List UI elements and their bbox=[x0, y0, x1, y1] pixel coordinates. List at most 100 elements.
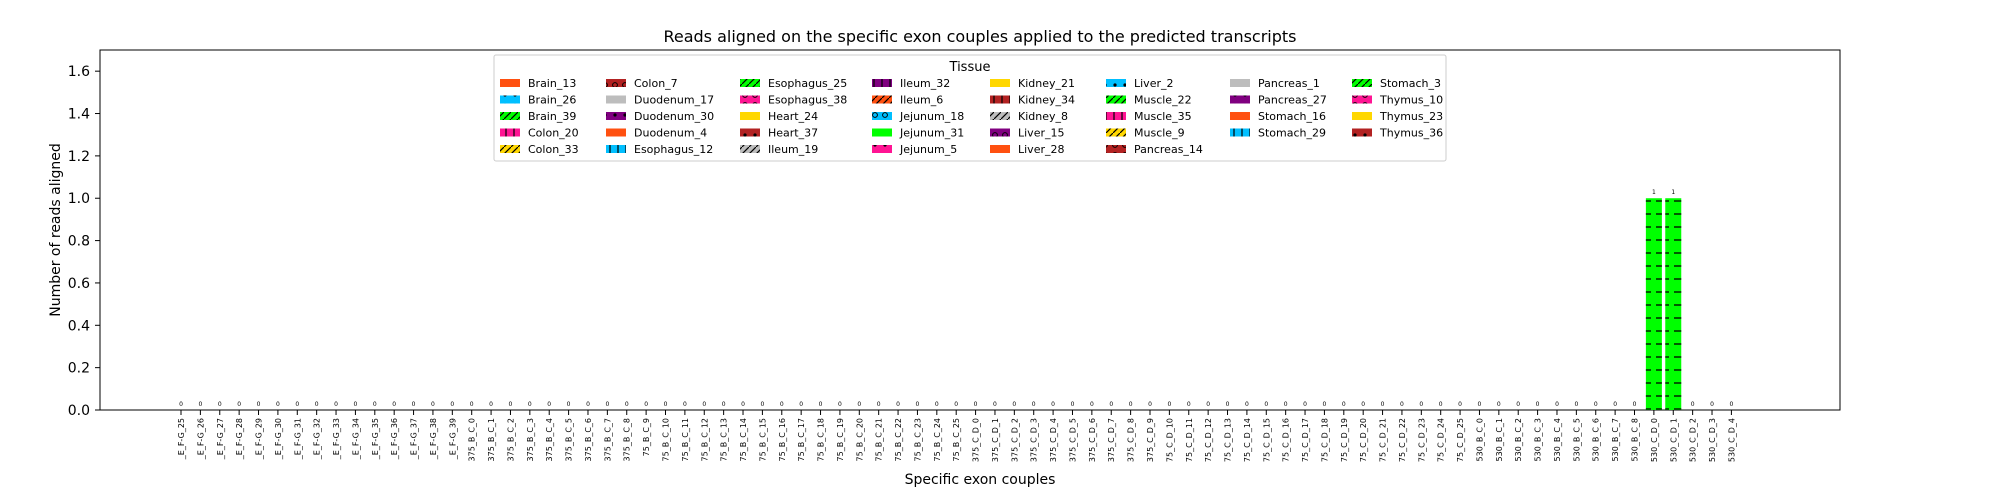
data-label: 0 bbox=[237, 401, 241, 408]
legend-label: Liver_15 bbox=[1018, 127, 1064, 140]
x-tick-label: 75_B_C_22 bbox=[894, 418, 903, 461]
x-tick-label: _E_F-G_38 bbox=[429, 418, 438, 460]
data-label: 0 bbox=[1691, 401, 1695, 408]
legend-label: Stomach_29 bbox=[1258, 127, 1326, 140]
x-tick-label: 530_B_C_1 bbox=[1495, 418, 1504, 461]
legend-item: Ileum_19 bbox=[740, 143, 818, 156]
legend-label: Jejunum_18 bbox=[899, 110, 964, 123]
data-label: 0 bbox=[1458, 401, 1462, 408]
legend-swatch-hatch bbox=[740, 128, 760, 137]
x-tick-label: _E_F-G_39 bbox=[448, 418, 457, 460]
legend-swatch bbox=[606, 128, 626, 137]
x-tick-label: _E_F-G_33 bbox=[332, 418, 341, 460]
legend-label: Stomach_3 bbox=[1380, 77, 1441, 90]
data-label: 0 bbox=[1439, 401, 1443, 408]
data-label: 0 bbox=[799, 401, 803, 408]
data-label: 0 bbox=[954, 401, 958, 408]
legend-swatch-hatch bbox=[1106, 145, 1126, 153]
legend-item: Liver_15 bbox=[990, 127, 1064, 140]
legend-label: Jejunum_5 bbox=[899, 143, 957, 156]
legend-item: Duodenum_4 bbox=[606, 127, 707, 140]
x-tick-label: 530_B_C_2 bbox=[1514, 418, 1523, 461]
legend-label: Pancreas_27 bbox=[1258, 94, 1327, 107]
legend-swatch-hatch bbox=[606, 112, 626, 120]
x-tick-label: 75_C_D_14 bbox=[1243, 418, 1252, 462]
legend-label: Duodenum_17 bbox=[634, 94, 714, 107]
legend-swatch-hatch bbox=[740, 145, 760, 153]
data-label: 0 bbox=[528, 401, 532, 408]
data-label: 0 bbox=[1381, 401, 1385, 408]
data-label: 0 bbox=[625, 401, 629, 408]
data-label: 0 bbox=[974, 401, 978, 408]
legend-swatch-hatch bbox=[1352, 95, 1372, 104]
data-label: 0 bbox=[334, 401, 338, 408]
data-label: 0 bbox=[760, 401, 764, 408]
legend-label: Kidney_34 bbox=[1018, 94, 1075, 107]
legend-item: Pancreas_27 bbox=[1230, 94, 1327, 107]
x-tick-label: 75_B_C_25 bbox=[952, 418, 961, 461]
x-tick-label: 375_C_D_6 bbox=[1088, 418, 1097, 462]
x-tick-label: _E_F-G_25 bbox=[177, 418, 186, 460]
data-label: 0 bbox=[1206, 401, 1210, 408]
x-tick-label: _E_F-G_32 bbox=[313, 418, 322, 460]
data-label: 0 bbox=[722, 401, 726, 408]
legend-swatch-hatch bbox=[872, 145, 892, 153]
x-tick-label: 75_B_C_9 bbox=[642, 418, 651, 456]
x-tick-label: 75_B_C_11 bbox=[681, 418, 690, 461]
x-tick-label: 375_B_C_1 bbox=[487, 418, 496, 461]
legend-label: Muscle_9 bbox=[1134, 127, 1185, 140]
data-label: 0 bbox=[1090, 401, 1094, 408]
legend-label: Heart_37 bbox=[768, 127, 818, 140]
legend-label: Esophagus_12 bbox=[634, 143, 713, 156]
legend-item: Heart_37 bbox=[740, 127, 818, 140]
x-tick-label: 375_C_D_4 bbox=[1049, 418, 1058, 462]
data-label: 0 bbox=[586, 401, 590, 408]
x-tick-label: 375_B_C_8 bbox=[623, 418, 632, 461]
x-tick-label: 375_C_D_3 bbox=[1030, 418, 1039, 462]
legend-swatch bbox=[1352, 112, 1372, 120]
data-label: 0 bbox=[916, 401, 920, 408]
x-tick-label: 75_C_D_15 bbox=[1262, 418, 1271, 462]
data-label: 0 bbox=[1148, 401, 1152, 408]
x-tick-label: 75_C_D_21 bbox=[1379, 418, 1388, 462]
data-label: 0 bbox=[373, 401, 377, 408]
data-label: 0 bbox=[644, 401, 648, 408]
legend-item: Heart_24 bbox=[740, 110, 818, 123]
legend-frame bbox=[493, 54, 1447, 162]
legend-title: Tissue bbox=[949, 60, 991, 75]
x-tick-label: 530_B_C_7 bbox=[1611, 418, 1620, 461]
data-label: 0 bbox=[1516, 401, 1520, 408]
data-label: 0 bbox=[509, 401, 513, 408]
legend-label: Thymus_10 bbox=[1379, 94, 1443, 107]
data-label: 0 bbox=[315, 401, 319, 408]
x-tick-label: 375_B_C_7 bbox=[603, 418, 612, 461]
legend-swatch bbox=[500, 79, 520, 87]
x-tick-label: _E_F-G_34 bbox=[351, 418, 360, 460]
x-tick-label: 75_B_C_24 bbox=[933, 418, 942, 461]
data-label: 0 bbox=[683, 401, 687, 408]
legend-item: Colon_20 bbox=[500, 127, 579, 140]
legend-swatch-hatch bbox=[990, 95, 1010, 104]
legend-item: Thymus_10 bbox=[1352, 94, 1443, 107]
data-label: 0 bbox=[1303, 401, 1307, 408]
legend-item: Ileum_6 bbox=[872, 94, 943, 107]
x-tick-label: 530_B_C_5 bbox=[1572, 418, 1581, 461]
legend-label: Heart_24 bbox=[768, 110, 818, 123]
legend-swatch-hatch bbox=[740, 95, 760, 104]
x-tick-label: 75_B_C_14 bbox=[739, 418, 748, 461]
y-tick-label: 1.4 bbox=[68, 107, 90, 123]
x-tick-label: _E_F-G_30 bbox=[274, 418, 283, 460]
x-tick-label: 530_B_C_6 bbox=[1592, 418, 1601, 461]
legend-swatch-hatch bbox=[1352, 79, 1372, 87]
legend-item: Thymus_23 bbox=[1352, 110, 1443, 123]
legend-label: Muscle_22 bbox=[1134, 94, 1192, 107]
data-label: 0 bbox=[179, 401, 183, 408]
legend-swatch-hatch bbox=[872, 79, 892, 87]
data-label: 0 bbox=[1400, 401, 1404, 408]
legend-item: Duodenum_17 bbox=[606, 94, 714, 107]
y-tick-label: 1.6 bbox=[68, 64, 90, 80]
data-label: 0 bbox=[1284, 401, 1288, 408]
legend-label: Kidney_21 bbox=[1018, 77, 1075, 90]
data-label: 0 bbox=[1187, 401, 1191, 408]
legend-swatch-hatch bbox=[872, 95, 892, 104]
